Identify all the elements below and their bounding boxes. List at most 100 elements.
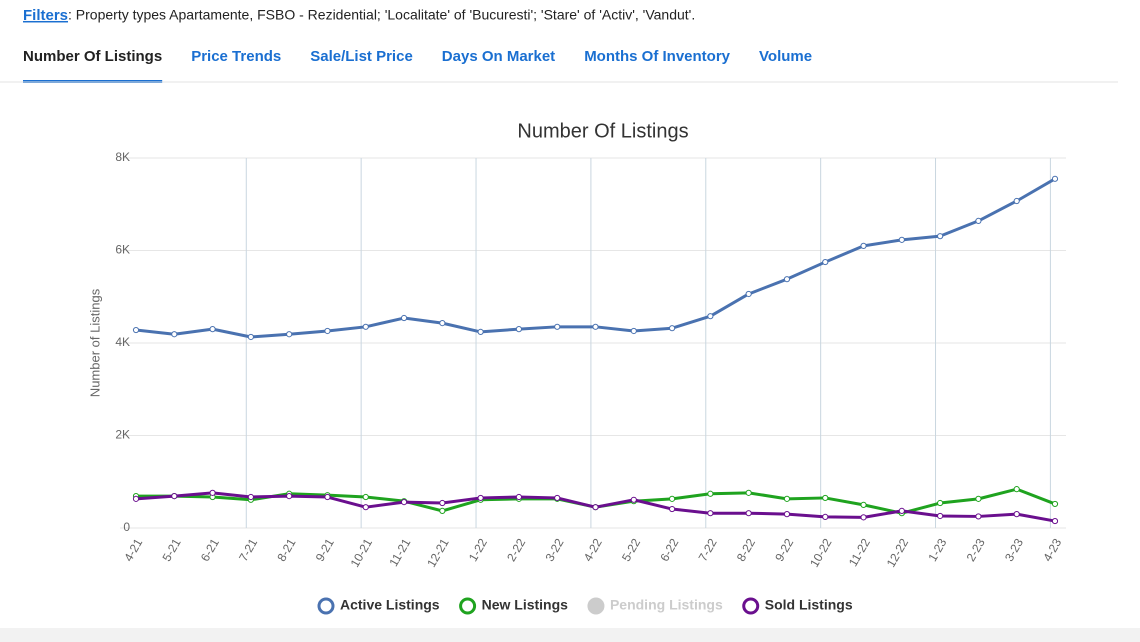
point bbox=[783, 276, 791, 283]
y-tick-label: 2K bbox=[115, 428, 130, 442]
point bbox=[668, 325, 676, 332]
point bbox=[171, 492, 178, 500]
x-tick-label: 7-22 bbox=[696, 536, 720, 564]
point bbox=[362, 493, 369, 501]
legend-label[interactable]: Sold Listings bbox=[765, 597, 853, 613]
point bbox=[937, 233, 944, 240]
point bbox=[1051, 517, 1059, 525]
legend-label[interactable]: Active Listings bbox=[340, 597, 440, 613]
tab[interactable]: Sale/List Price bbox=[310, 48, 413, 65]
point bbox=[937, 499, 944, 507]
x-tick-label: 4-21 bbox=[121, 536, 145, 564]
y-tick-label: 0 bbox=[123, 520, 130, 534]
point bbox=[975, 513, 982, 520]
x-tick-label: 2-22 bbox=[504, 536, 528, 564]
point bbox=[132, 326, 140, 334]
x-tick-label: 8-21 bbox=[274, 536, 298, 564]
x-tick-label: 11-21 bbox=[386, 536, 413, 569]
tab[interactable]: Price Trends bbox=[191, 48, 281, 65]
x-tick-label: 4-22 bbox=[581, 536, 605, 564]
point bbox=[937, 512, 944, 520]
point bbox=[477, 494, 484, 502]
point bbox=[209, 489, 216, 496]
x-tick-label: 2-23 bbox=[964, 536, 988, 564]
point bbox=[975, 495, 982, 502]
point bbox=[515, 493, 523, 501]
tab[interactable]: Volume bbox=[759, 48, 812, 65]
point bbox=[822, 513, 829, 521]
point bbox=[515, 326, 523, 333]
legend-marker[interactable] bbox=[587, 597, 605, 615]
legend-marker[interactable] bbox=[459, 597, 477, 615]
series-line bbox=[135, 177, 1056, 339]
footer-strip bbox=[0, 628, 1140, 642]
point bbox=[1013, 511, 1020, 518]
x-tick-label: 1-23 bbox=[925, 536, 949, 564]
x-tick-label: 8-22 bbox=[734, 536, 758, 564]
point bbox=[247, 333, 254, 341]
filters-link[interactable]: Filters bbox=[23, 7, 68, 24]
point bbox=[860, 514, 867, 521]
point bbox=[1051, 500, 1059, 508]
point bbox=[745, 290, 752, 298]
x-tick-label: 11-22 bbox=[846, 536, 873, 569]
point bbox=[439, 320, 446, 327]
x-tick-label: 10-22 bbox=[807, 536, 835, 570]
point bbox=[745, 510, 752, 517]
x-tick-label: 1-22 bbox=[466, 536, 490, 564]
tab[interactable]: Months Of Inventory bbox=[584, 48, 730, 65]
point bbox=[286, 492, 293, 500]
filters-text: : Property types Apartamente, FSBO - Rez… bbox=[68, 7, 695, 23]
point bbox=[400, 314, 408, 322]
x-tick-label: 5-21 bbox=[159, 536, 183, 564]
point bbox=[630, 327, 637, 335]
point bbox=[630, 496, 637, 503]
point bbox=[745, 489, 752, 496]
point bbox=[132, 495, 140, 502]
tabs: Number Of Listings Price Trends Sale/List … bbox=[23, 48, 812, 83]
legend-label[interactable]: New Listings bbox=[482, 597, 569, 613]
x-tick-label: 4-23 bbox=[1040, 536, 1064, 564]
x-tick-label: 3-23 bbox=[1002, 536, 1026, 564]
point bbox=[554, 323, 561, 330]
point bbox=[362, 504, 369, 511]
point bbox=[1013, 197, 1020, 205]
x-tick-label: 12-22 bbox=[884, 536, 912, 570]
x-tick-label: 7-21 bbox=[236, 536, 260, 564]
point bbox=[324, 493, 331, 501]
tab[interactable]: Number Of Listings bbox=[23, 48, 162, 65]
point bbox=[860, 501, 867, 508]
point bbox=[1013, 486, 1020, 493]
point bbox=[286, 331, 293, 338]
x-tick-label: 3-22 bbox=[542, 536, 566, 564]
point bbox=[592, 323, 599, 330]
y-tick-label: 6K bbox=[115, 243, 130, 257]
point bbox=[860, 242, 867, 249]
chart-title: Number Of Listings bbox=[517, 120, 688, 142]
x-tick-label: 12-21 bbox=[424, 536, 452, 570]
point bbox=[898, 236, 905, 243]
point bbox=[324, 327, 331, 335]
tab[interactable]: Days On Market bbox=[442, 48, 555, 65]
point bbox=[975, 217, 982, 224]
legend-label[interactable]: Pending Listings bbox=[610, 597, 723, 613]
point bbox=[209, 326, 216, 333]
point bbox=[707, 490, 714, 497]
x-tick-label: 6-21 bbox=[198, 536, 222, 564]
legend-marker[interactable] bbox=[317, 597, 335, 615]
point bbox=[707, 510, 714, 517]
point bbox=[668, 495, 676, 502]
point bbox=[822, 258, 829, 266]
point bbox=[477, 328, 484, 335]
point bbox=[822, 494, 829, 502]
x-tick-label: 6-22 bbox=[657, 536, 681, 564]
point bbox=[362, 323, 369, 330]
point bbox=[400, 499, 408, 506]
x-tick-label: 5-22 bbox=[619, 536, 643, 564]
point bbox=[592, 504, 599, 511]
point bbox=[783, 495, 791, 502]
point bbox=[439, 507, 446, 514]
point bbox=[439, 499, 446, 507]
x-tick-label: 9-22 bbox=[772, 536, 796, 564]
legend-marker[interactable] bbox=[742, 597, 760, 615]
